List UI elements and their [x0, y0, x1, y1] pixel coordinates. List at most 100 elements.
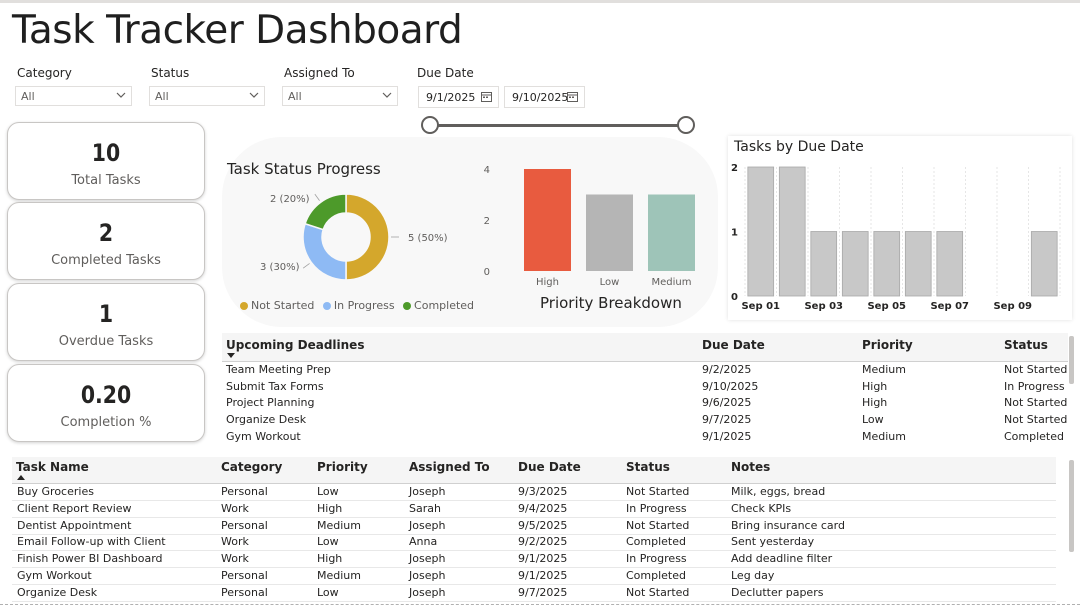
chevron-down-icon — [382, 92, 392, 98]
kpi-value: 0.20 — [80, 381, 132, 409]
x-tick-label: High — [536, 277, 559, 288]
table-row[interactable]: Buy Groceries Personal Low Joseph 9/3/2025 No… — [12, 484, 1056, 501]
table-cell: 9/1/2025 — [702, 429, 752, 443]
table-cell: 9/1/2025 — [518, 569, 568, 582]
due-date-bar[interactable] — [810, 231, 838, 297]
donut-chart-title: Task Status Progress — [227, 160, 381, 178]
due-date-bar-chart[interactable]: 0 1 2 Sep 01 Sep 03 Sep 05 Sep 07 Sep 09 — [730, 158, 1061, 318]
table-cell: 9/3/2025 — [518, 485, 568, 498]
table-cell: Project Planning — [226, 396, 315, 410]
due-date-bar[interactable] — [778, 166, 806, 297]
kpi-value: 10 — [91, 139, 121, 167]
due-date-end-value: 9/10/2025 — [512, 91, 569, 104]
table-cell: Joseph — [409, 518, 446, 532]
column-header-notes[interactable]: Notes — [731, 460, 771, 474]
donut-slice-in-progress[interactable] — [302, 222, 347, 281]
x-tick-label: Sep 09 — [993, 301, 1032, 312]
priority-bar-high[interactable] — [524, 169, 571, 271]
table-cell: 9/2/2025 — [518, 535, 568, 549]
due-date-bar[interactable] — [936, 231, 964, 297]
table-cell: Submit Tax Forms — [226, 379, 324, 393]
x-tick-label: Low — [600, 277, 620, 288]
column-header-status[interactable]: Status — [1004, 338, 1048, 352]
kpi-card-completed-tasks: 2 Completed Tasks — [7, 202, 205, 280]
upcoming-table-scrollbar[interactable] — [1069, 336, 1074, 384]
table-cell: Not Started — [1004, 363, 1068, 376]
column-header-status[interactable]: Status — [626, 460, 670, 474]
kpi-label: Completed Tasks — [51, 253, 161, 268]
table-cell: Check KPIs — [731, 501, 792, 515]
table-row[interactable]: Project Planning 9/6/2025 High Not Started — [222, 396, 1068, 412]
column-header-upcoming-deadlines[interactable]: Upcoming Deadlines — [226, 338, 365, 352]
date-range-slider-track[interactable] — [430, 124, 686, 127]
tasks-table-scrollbar[interactable] — [1069, 460, 1074, 552]
table-row[interactable]: Dentist Appointment Personal Medium Joseph 9… — [12, 518, 1056, 535]
donut-slice-not-started[interactable] — [345, 193, 390, 281]
kpi-label: Completion % — [60, 415, 152, 430]
legend-dot — [240, 302, 248, 310]
table-row[interactable]: Gym Workout Personal Medium Joseph 9/1/2025 C… — [12, 568, 1056, 585]
column-header-priority[interactable]: Priority — [317, 460, 368, 474]
table-row[interactable]: Organize Desk 9/7/2025 Low Not Started — [222, 413, 1068, 429]
due-date-bar[interactable] — [904, 231, 932, 297]
date-range-end-handle[interactable] — [677, 116, 695, 134]
priority-bar-low[interactable] — [586, 194, 633, 272]
sort-arrow-icon[interactable] — [17, 475, 25, 480]
table-cell: Low — [862, 413, 884, 427]
table-row[interactable]: Submit Tax Forms 9/10/2025 High In Progress — [222, 380, 1068, 396]
chevron-down-icon — [116, 92, 126, 98]
table-cell: Personal — [221, 585, 268, 599]
calendar-icon[interactable] — [481, 91, 492, 102]
column-header-due-date[interactable]: Due Date — [518, 460, 581, 474]
y-tick-label: 2 — [484, 216, 490, 227]
column-header-due-date[interactable]: Due Date — [702, 338, 765, 352]
table-cell: In Progress — [1004, 379, 1065, 393]
table-cell: 9/6/2025 — [702, 396, 752, 410]
due-date-bar[interactable] — [747, 166, 775, 297]
priority-bar-medium[interactable] — [648, 194, 695, 272]
table-cell: Dentist Appointment — [17, 518, 132, 532]
due-date-bar[interactable] — [841, 231, 869, 297]
sort-arrow-icon[interactable] — [227, 353, 235, 358]
legend-item-completed[interactable]: Completed — [403, 299, 474, 312]
table-cell: Work — [221, 501, 249, 515]
due-date-bar[interactable] — [1030, 231, 1058, 297]
column-header-assigned-to[interactable]: Assigned To — [409, 460, 490, 474]
table-cell: Declutter papers — [731, 585, 824, 599]
x-tick-label: Sep 05 — [867, 301, 906, 312]
table-cell: Completed — [626, 569, 686, 582]
date-range-start-handle[interactable] — [421, 116, 439, 134]
column-header-task-name[interactable]: Task Name — [16, 460, 89, 474]
due-date-start-input[interactable]: 9/1/2025 — [418, 86, 499, 108]
table-row[interactable]: Email Follow-up with Client Work Low Anna 9/… — [12, 534, 1056, 552]
table-row[interactable]: Team Meeting Prep 9/2/2025 Medium Not Start… — [222, 363, 1068, 379]
category-dropdown[interactable]: All — [15, 86, 132, 106]
table-cell: Medium — [317, 518, 361, 532]
table-row[interactable]: Finish Power BI Dashboard Work High Joseph 9… — [12, 551, 1056, 569]
legend-item-in-progress[interactable]: In Progress — [322, 299, 395, 312]
priority-bar-chart[interactable]: 0 2 4 High Low Medium — [470, 150, 710, 320]
donut-leader-line — [314, 193, 320, 201]
due-date-bar[interactable] — [873, 231, 901, 297]
table-cell: Not Started — [1004, 396, 1068, 410]
table-row[interactable]: Client Report Review Work High Sarah 9/4/202… — [12, 501, 1056, 518]
table-cell: Work — [221, 535, 249, 549]
calendar-icon[interactable] — [567, 91, 578, 102]
table-cell: Personal — [221, 485, 268, 498]
assigned-to-dropdown[interactable]: All — [282, 86, 398, 106]
category-dropdown-value: All — [21, 90, 35, 103]
table-row[interactable]: Organize Desk Personal Low Joseph 9/7/2025 No… — [12, 585, 1056, 602]
due-date-end-input[interactable]: 9/10/2025 — [504, 86, 585, 108]
donut-slice-completed[interactable] — [304, 193, 347, 231]
table-cell: Low — [317, 585, 339, 599]
table-row[interactable]: Gym Workout 9/1/2025 Medium Completed — [222, 430, 1068, 446]
donut-data-label: 5 (50%) — [408, 233, 448, 244]
donut-data-label: 2 (20%) — [270, 194, 310, 205]
column-header-priority[interactable]: Priority — [862, 338, 913, 352]
status-slicer-label: Status — [151, 66, 190, 80]
column-header-category[interactable]: Category — [221, 460, 283, 474]
status-dropdown[interactable]: All — [149, 86, 265, 106]
kpi-card-overdue-tasks: 1 Overdue Tasks — [7, 283, 205, 361]
status-donut-chart[interactable]: 5 (50%) 3 (30%) 2 (20%) — [240, 185, 460, 295]
legend-item-not-started[interactable]: Not Started — [240, 299, 314, 312]
